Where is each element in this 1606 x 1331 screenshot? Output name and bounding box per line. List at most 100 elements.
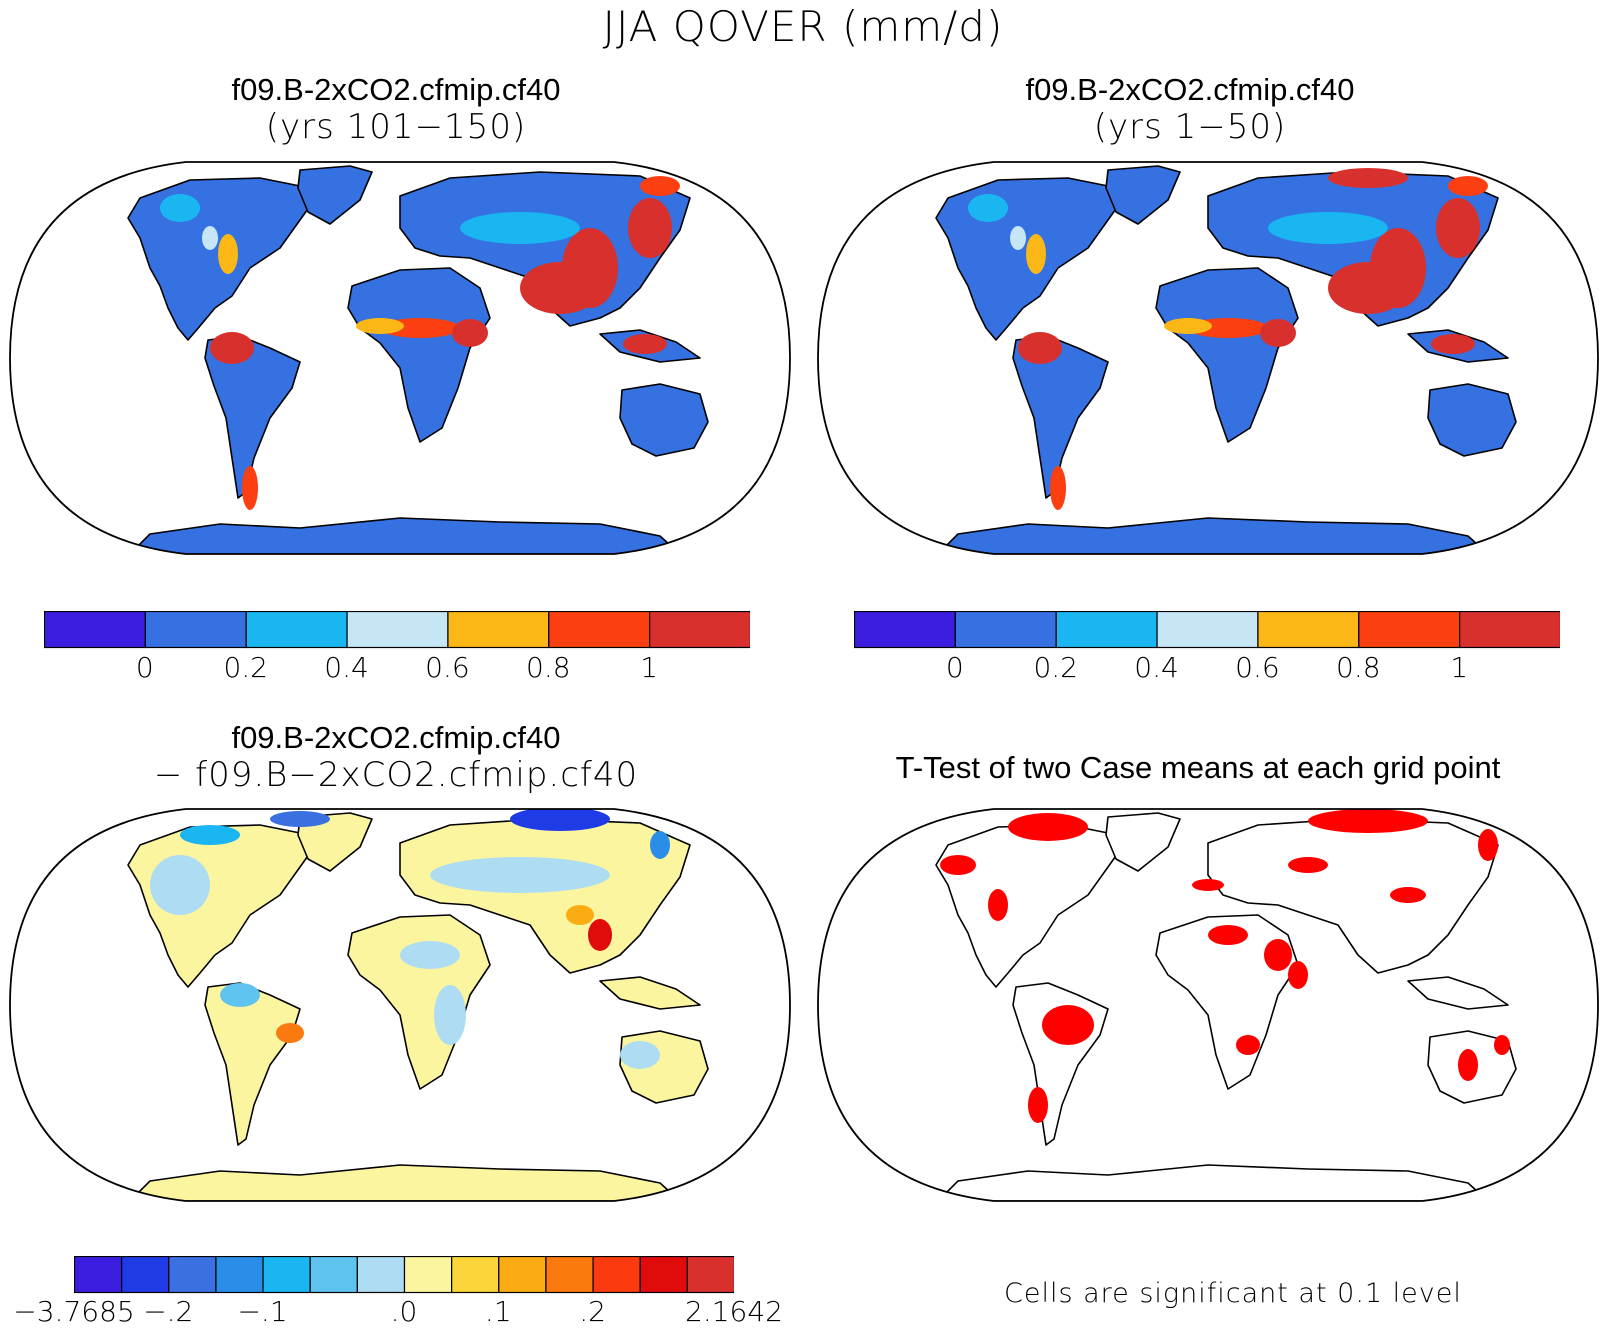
field-patch [220, 983, 260, 1007]
colorbar-top-right [854, 611, 1560, 649]
colorbar-swatch [686, 1256, 734, 1294]
panel-title-line2: (yrs 101−150) [265, 107, 527, 147]
colorbar-swatch [403, 1256, 453, 1294]
map-top-right [817, 161, 1599, 555]
panel-title-top-left: f09.B-2xCO2.cfmip.cf40 (yrs 101−150) [0, 72, 796, 146]
land-africa [347, 267, 491, 443]
colorbar-swatch [447, 611, 550, 649]
field-patch [566, 905, 594, 925]
field-patch [400, 941, 460, 969]
field-patch [1264, 939, 1292, 971]
field-patch [1308, 809, 1428, 833]
significance-note: Cells are significant at 0.1 level [1004, 1278, 1462, 1309]
field-patch [1458, 1049, 1478, 1081]
field-patch [276, 1023, 304, 1043]
colorbar-swatch [168, 1256, 217, 1294]
panel-title-bottom-right: T-Test of two Case means at each grid po… [808, 750, 1588, 786]
map-frame [9, 161, 791, 555]
colorbar-tick-label: 0.4 [1134, 651, 1179, 684]
colorbar-swatch [309, 1256, 358, 1294]
land-africa [1155, 267, 1299, 443]
field-patch [1010, 226, 1026, 250]
land-antarctica [129, 1164, 681, 1201]
panel-title-line1: T-Test of two Case means at each grid po… [895, 750, 1501, 785]
colorbar-swatch [356, 1256, 406, 1294]
colorbar-tick-label: 0.8 [1336, 651, 1381, 684]
field-patch [430, 857, 610, 893]
colorbar-swatch [1459, 611, 1560, 649]
field-patch [1042, 1005, 1094, 1045]
colorbar-swatch [1257, 611, 1360, 649]
colorbar-swatch [262, 1256, 311, 1294]
colorbar-tick-label: −.1 [237, 1295, 288, 1328]
field-patch [1208, 925, 1248, 945]
map-bottom-right [817, 808, 1599, 1202]
colorbar-swatch [245, 611, 348, 649]
colorbar-tick-label: 0.8 [526, 651, 571, 684]
field-patch [1008, 813, 1088, 841]
colorbar-tick-label: 0 [945, 651, 964, 684]
land-greenland [297, 812, 373, 872]
land-antarctica [937, 517, 1489, 554]
colorbar-tick-label: 0 [135, 651, 154, 684]
colorbar-swatch [215, 1256, 264, 1294]
field-patch [202, 226, 218, 250]
land-eurasia [399, 171, 691, 327]
field-patch [988, 889, 1008, 921]
colorbar-swatch [954, 611, 1057, 649]
field-patch [1260, 319, 1296, 347]
map-content [127, 165, 709, 554]
field-patch [1494, 1035, 1510, 1055]
field-patch [1288, 961, 1308, 989]
map-bottom-left [9, 808, 791, 1202]
colorbar-swatch [1358, 611, 1461, 649]
field-patch [640, 176, 680, 196]
field-patch [623, 334, 667, 354]
colorbar-bottom-left-labels: −3.7685 −.2 −.1 .0 .1 .2 2.1642 [13, 1295, 783, 1331]
land-eurasia [1207, 818, 1499, 974]
field-patch [510, 809, 610, 831]
field-patch [1370, 228, 1426, 308]
colorbar-swatch [548, 611, 651, 649]
panel-title-line1: f09.B-2xCO2.cfmip.cf40 [231, 720, 561, 755]
field-patch [1478, 829, 1498, 861]
colorbar-swatch [545, 1256, 594, 1294]
colorbar-swatch [649, 611, 750, 649]
field-patch [1050, 466, 1066, 510]
field-patch [1018, 332, 1062, 364]
land-australia [619, 383, 709, 457]
field-patch [1164, 318, 1212, 334]
field-patch [180, 825, 240, 845]
field-patch [1026, 234, 1046, 274]
field-patch [1328, 168, 1408, 188]
field-patch [1436, 198, 1480, 258]
map-content [127, 809, 709, 1201]
figure-title: JJA QOVER (mm/d) [602, 2, 1004, 51]
field-patch [270, 811, 330, 827]
land-northAmerica [935, 824, 1139, 988]
colorbar-tick-label: 0.6 [425, 651, 470, 684]
panel-title-line2: − f09.B−2xCO2.cfmip.cf40 [153, 755, 639, 795]
field-patch [1192, 879, 1224, 891]
colorbar-tick-label: 2.1642 [685, 1295, 783, 1328]
field-patch [1431, 334, 1475, 354]
colorbar-swatch [346, 611, 449, 649]
colorbar-tick-label: −.2 [143, 1295, 194, 1328]
colorbar-swatch [1055, 611, 1158, 649]
colorbar-tick-label: 0.4 [324, 651, 369, 684]
land-eurasia [399, 818, 691, 974]
colorbar-swatch [1156, 611, 1259, 649]
colorbar-top-left [44, 611, 750, 649]
land-southAmerica [204, 982, 301, 1146]
map-frame [9, 808, 791, 1202]
colorbar-tick-label: 1 [1450, 651, 1469, 684]
field-patch [460, 212, 580, 244]
colorbar-tick-label: 1 [640, 651, 659, 684]
colorbar-swatch [121, 1256, 170, 1294]
field-patch [588, 919, 612, 951]
field-patch [160, 194, 200, 222]
land-greenland [1105, 812, 1181, 872]
colorbar-tick-label: .2 [579, 1295, 606, 1328]
colorbar-swatch [592, 1256, 641, 1294]
map-frame [817, 808, 1599, 1202]
